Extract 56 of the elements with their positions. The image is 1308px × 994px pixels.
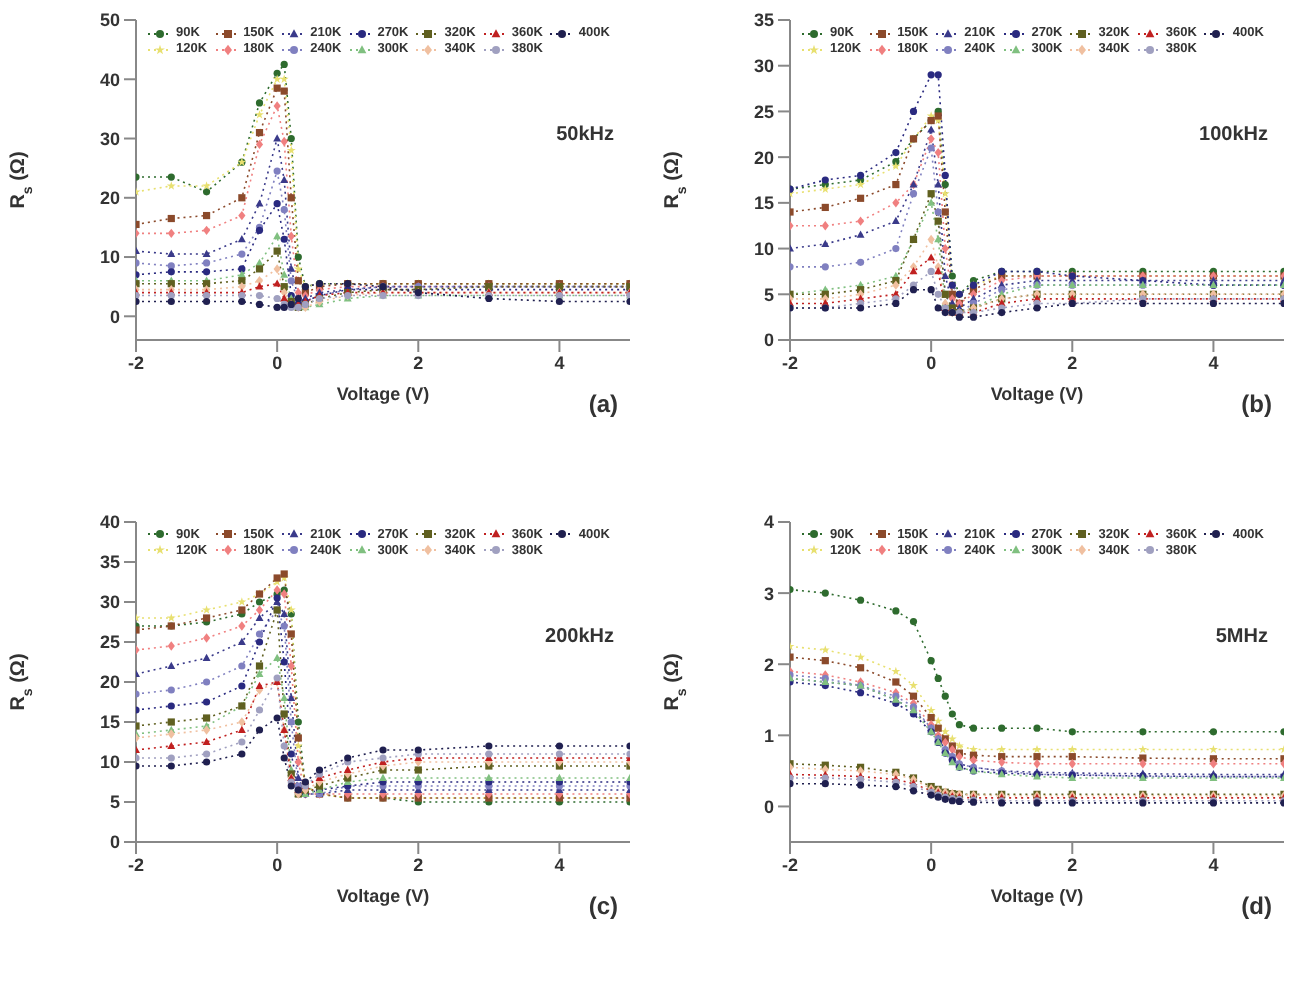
x-tick-label: 2 [1067, 853, 1078, 874]
y-tick-label: 0 [109, 306, 120, 327]
x-tick-label: -2 [127, 853, 145, 874]
y-tick-label: 20 [753, 147, 774, 168]
y-tick-label: 50 [99, 10, 120, 31]
y-tick-label: 10 [99, 751, 120, 772]
y-tick-label: 35 [99, 551, 120, 572]
y-tick-label: 30 [99, 591, 120, 612]
y-tick-label: 30 [753, 56, 774, 77]
x-tick-label: 0 [272, 853, 283, 874]
x-axis-title: Voltage (V) [336, 885, 430, 905]
x-tick-label: 4 [554, 853, 565, 874]
x-tick-label: -2 [781, 853, 799, 874]
y-tick-label: 5 [109, 791, 120, 812]
x-tick-label: -2 [781, 352, 799, 373]
text: (d) [1241, 891, 1272, 919]
x-tick-label: 4 [1208, 352, 1219, 373]
y-tick-label: 0 [763, 330, 774, 351]
y-tick-label: 20 [99, 671, 120, 692]
y-tick-label: 5 [763, 284, 774, 305]
y-tick-label: 15 [99, 711, 120, 732]
y-tick-label: 10 [753, 238, 774, 259]
y-tick-label: 30 [99, 128, 120, 149]
y-tick-label: 40 [99, 511, 120, 532]
text: (c) [588, 891, 618, 919]
x-axis-title: Voltage (V) [990, 384, 1084, 404]
y-tick-label: 0 [763, 795, 774, 816]
y-tick-label: 25 [753, 101, 774, 122]
y-tick-label: 4 [763, 511, 774, 532]
x-tick-label: 0 [272, 352, 283, 373]
y-tick-label: 2 [763, 653, 774, 674]
x-tick-label: 0 [926, 352, 937, 373]
x-tick-label: 2 [413, 352, 424, 373]
x-axis-title: Voltage (V) [990, 885, 1084, 905]
text: (b) [1241, 390, 1272, 418]
x-tick-label: 2 [1067, 352, 1078, 373]
y-tick-label: 1 [763, 724, 774, 745]
annotation: 100kHz [1199, 124, 1268, 146]
y-tick-label: 40 [99, 69, 120, 90]
annotation: 200kHz [545, 625, 614, 647]
y-tick-label: 25 [99, 631, 120, 652]
x-axis-title: Voltage (V) [336, 384, 430, 404]
x-tick-label: 4 [554, 352, 565, 373]
y-tick-label: 0 [109, 831, 120, 852]
x-tick-label: 4 [1208, 853, 1219, 874]
y-tick-label: 35 [753, 10, 774, 31]
y-tick-label: 3 [763, 582, 774, 603]
annotation: 50kHz [556, 124, 614, 146]
y-tick-label: 20 [99, 188, 120, 209]
y-tick-label: 15 [753, 193, 774, 214]
y-tick-label: 10 [99, 247, 120, 268]
x-tick-label: 0 [926, 853, 937, 874]
text: (a) [588, 390, 618, 418]
x-tick-label: 2 [413, 853, 424, 874]
annotation: 5MHz [1215, 625, 1268, 647]
x-tick-label: -2 [127, 352, 145, 373]
